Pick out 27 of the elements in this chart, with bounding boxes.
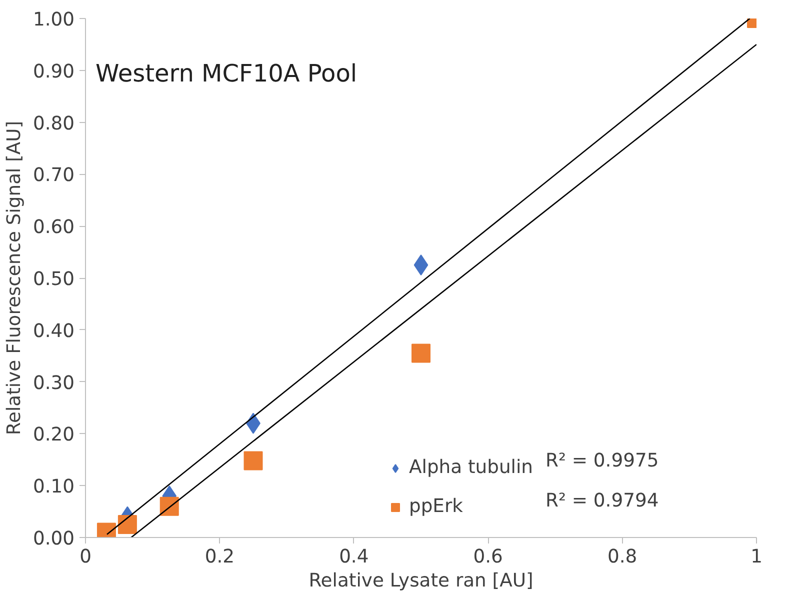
y-tick-label: 0.70 <box>32 165 75 186</box>
y-tick-label: 0.30 <box>32 372 75 394</box>
legend-label: ppErk <box>409 496 463 517</box>
y-tick-label: 0.50 <box>32 269 75 290</box>
annotation: R² = 0.9975 <box>546 450 659 472</box>
annotation: R² = 0.9794 <box>546 490 659 512</box>
x-tick-label: 0 <box>80 546 92 568</box>
y-tick-label: 0.10 <box>32 476 75 498</box>
x-tick-label: 0.2 <box>204 546 235 568</box>
x-tick-label: 0.6 <box>473 546 503 568</box>
y-tick-label: 0.40 <box>32 320 75 342</box>
x-tick-label: 0.8 <box>607 546 638 568</box>
point <box>160 496 179 516</box>
x-axis-title: Relative Lysate ran [AU] <box>308 570 534 592</box>
y-tick-label: 0.80 <box>32 113 75 134</box>
x-tick-label: 1 <box>750 546 762 568</box>
text: Western MCF10A Pool <box>96 60 358 88</box>
legend-label: Alpha tubulin <box>409 457 533 478</box>
point <box>244 451 263 470</box>
x-tick-label: 0.4 <box>339 546 369 568</box>
y-tick-label: 0.90 <box>32 61 75 82</box>
y-tick-label: 1.00 <box>32 10 75 30</box>
y-tick-label: 0.20 <box>32 424 75 446</box>
y-tick-label: 0.60 <box>32 217 75 238</box>
y-axis-title: Relative Fluorescence Signal [AU] <box>4 120 25 436</box>
point <box>118 515 137 534</box>
y-tick-label: 0.00 <box>32 528 75 550</box>
